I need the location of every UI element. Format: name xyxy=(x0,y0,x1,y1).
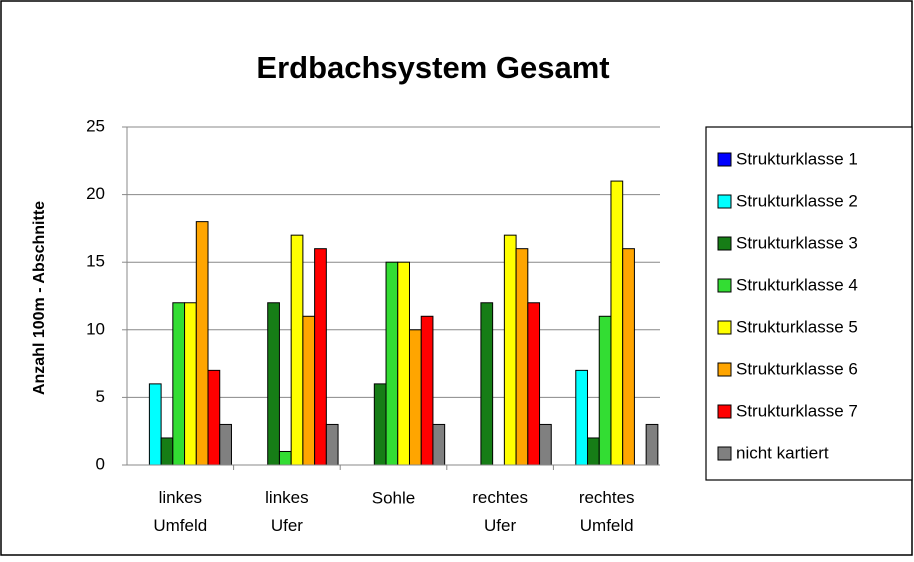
bar xyxy=(539,423,552,466)
x-tick-label: linkes Umfeld xyxy=(153,488,207,535)
bar xyxy=(267,302,280,466)
bar xyxy=(325,423,339,466)
y-tick-label: 20 xyxy=(86,184,105,203)
bar xyxy=(598,315,612,466)
bar xyxy=(397,261,410,466)
y-tick-label: 0 xyxy=(96,454,105,473)
legend-swatch xyxy=(717,152,732,167)
legend-swatch xyxy=(717,194,732,209)
x-tick-label: linkes Ufer xyxy=(265,488,308,535)
bar xyxy=(184,302,197,466)
chart-title: Erdbachsystem Gesamt xyxy=(256,50,609,85)
bar xyxy=(160,437,174,466)
bar xyxy=(575,369,589,466)
bar xyxy=(302,315,316,466)
bar xyxy=(278,450,292,466)
legend-label: Strukturklasse 7 xyxy=(736,401,858,420)
x-tick-label: rechtes Ufer xyxy=(472,488,528,535)
legend-label: Strukturklasse 6 xyxy=(736,359,858,378)
bar xyxy=(195,221,209,466)
y-tick-label: 25 xyxy=(86,116,105,135)
bar xyxy=(645,423,659,466)
bar xyxy=(515,248,529,466)
bar xyxy=(207,369,221,466)
bar xyxy=(587,437,600,466)
bar xyxy=(290,234,304,466)
y-axis-label: Anzahl 100m - Abschnitte xyxy=(31,201,48,395)
legend-swatch xyxy=(717,236,732,251)
bar xyxy=(219,423,232,466)
y-tick-label: 15 xyxy=(86,252,105,271)
legend-box xyxy=(705,126,913,481)
bar xyxy=(610,180,624,466)
legend-label: Strukturklasse 4 xyxy=(736,275,858,294)
y-tick-label: 5 xyxy=(96,387,105,406)
x-tick-label: Sohle xyxy=(372,488,415,507)
bar xyxy=(480,302,494,466)
legend-swatch xyxy=(717,278,732,293)
legend-label: Strukturklasse 3 xyxy=(736,233,858,252)
bar xyxy=(314,248,327,466)
legend-label: Strukturklasse 1 xyxy=(736,149,858,168)
bar xyxy=(408,329,422,466)
bar xyxy=(527,302,541,466)
bar xyxy=(373,383,387,466)
legend-swatch xyxy=(717,446,732,461)
legend-label: Strukturklasse 5 xyxy=(736,317,858,336)
bar xyxy=(172,302,186,466)
bar xyxy=(622,248,635,466)
bar xyxy=(503,234,517,466)
legend-swatch xyxy=(717,404,732,419)
bar xyxy=(420,315,434,466)
x-tick-label: rechtes Umfeld xyxy=(579,488,635,535)
bar xyxy=(385,261,399,466)
y-tick-label: 10 xyxy=(86,319,105,338)
legend-swatch xyxy=(717,320,732,335)
bar xyxy=(432,423,446,466)
legend-label: nicht kartiert xyxy=(736,443,829,462)
bar xyxy=(148,383,162,466)
legend-label: Strukturklasse 2 xyxy=(736,191,858,210)
legend-swatch xyxy=(717,362,732,377)
